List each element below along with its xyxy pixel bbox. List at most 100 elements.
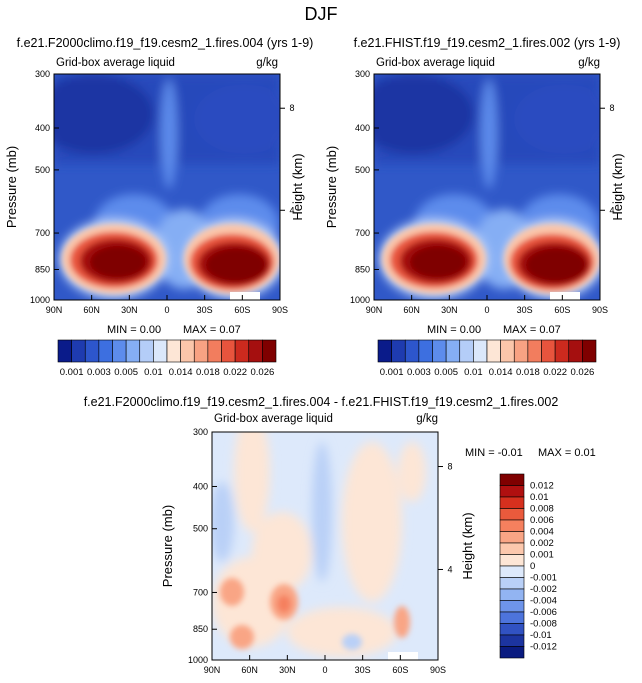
colorbar-swatch bbox=[248, 339, 263, 363]
min-label: MIN = 0.00 bbox=[107, 324, 161, 336]
colorbar-swatch bbox=[459, 339, 474, 363]
y-tick-label: 1000 bbox=[188, 655, 208, 665]
y-tick-label: 700 bbox=[35, 228, 50, 238]
colorbar-label: 0.003 bbox=[407, 367, 431, 378]
y-tick-label: 400 bbox=[355, 123, 370, 133]
plot-field bbox=[211, 431, 439, 661]
y-axis-label-right: Height (km) bbox=[290, 153, 305, 220]
colorbar-swatch bbox=[568, 339, 583, 363]
max-label: MAX = 0.07 bbox=[503, 324, 561, 336]
x-tick-label: 90N bbox=[366, 305, 383, 315]
x-tick-label: 60N bbox=[83, 305, 100, 315]
x-tick-label: 60S bbox=[554, 305, 570, 315]
colorbar-label: 0.01 bbox=[530, 492, 549, 503]
colorbar-swatch bbox=[404, 339, 420, 363]
colorbar-swatch bbox=[582, 339, 597, 363]
colorbar-swatch bbox=[499, 565, 525, 578]
colorbar-label: 0.01 bbox=[144, 367, 163, 378]
colorbar-label: -0.002 bbox=[530, 584, 557, 595]
colorbar-label: 0.018 bbox=[516, 367, 540, 378]
y-tick-label: 1000 bbox=[30, 295, 50, 305]
page-title: DJF bbox=[305, 4, 338, 24]
x-tick-label: 30S bbox=[355, 665, 371, 675]
colorbar-swatch bbox=[391, 339, 406, 363]
colorbar-label: 0.003 bbox=[87, 367, 111, 378]
colorbar-swatch bbox=[125, 339, 141, 363]
colorbar-swatch bbox=[57, 339, 72, 363]
x-tick-label: 30N bbox=[121, 305, 138, 315]
colorbar-swatch bbox=[499, 611, 525, 624]
height-tick-label: 4 bbox=[609, 205, 614, 215]
panel-subtitle: Grid-box average liquid bbox=[376, 57, 495, 69]
colorbar-swatch bbox=[499, 600, 525, 613]
x-tick-label: 90S bbox=[430, 665, 446, 675]
panel-diff: f.e21.F2000climo.f19_f19.cesm2_1.fires.0… bbox=[84, 395, 596, 661]
colorbar-label: 0.001 bbox=[530, 550, 554, 561]
y-tick-label: 500 bbox=[193, 524, 208, 534]
y-tick-label: 300 bbox=[355, 69, 370, 79]
y-axis-label: Pressure (mb) bbox=[324, 146, 339, 228]
x-tick-label: 90N bbox=[204, 665, 221, 675]
panel-title: f.e21.FHIST.f19_f19.cesm2_1.fires.002 (y… bbox=[354, 36, 621, 50]
colorbar-swatch bbox=[473, 339, 488, 363]
x-tick-label: 30N bbox=[441, 305, 458, 315]
panel-subtitle: Grid-box average liquid bbox=[214, 413, 333, 425]
colorbar-swatch bbox=[499, 496, 525, 509]
colorbar-swatch bbox=[499, 473, 525, 486]
panel-right: f.e21.FHIST.f19_f19.cesm2_1.fires.002 (y… bbox=[324, 36, 625, 336]
x-tick-label: 30N bbox=[279, 665, 296, 675]
min-label: MIN = 0.00 bbox=[427, 324, 481, 336]
panel-subtitle: Grid-box average liquid bbox=[56, 57, 175, 69]
x-tick-label: 0 bbox=[322, 665, 327, 675]
y-tick-label: 500 bbox=[355, 165, 370, 175]
x-tick-label: 0 bbox=[164, 305, 169, 315]
colorbar-swatch bbox=[499, 542, 525, 555]
colorbar-label: 0.005 bbox=[114, 367, 138, 378]
colorbar-swatch bbox=[513, 339, 529, 363]
colorbar-swatch bbox=[499, 508, 525, 521]
panel-title: f.e21.F2000climo.f19_f19.cesm2_1.fires.0… bbox=[84, 395, 559, 409]
colorbar-swatch bbox=[112, 339, 127, 363]
colorbar-label: 0.001 bbox=[380, 367, 404, 378]
y-tick-label: 300 bbox=[35, 69, 50, 79]
colorbar-label: 0.022 bbox=[543, 367, 567, 378]
y-tick-label: 300 bbox=[193, 427, 208, 437]
colorbar-swatch bbox=[500, 339, 515, 363]
height-tick-label: 8 bbox=[447, 462, 452, 472]
colorbar-label: 0.001 bbox=[60, 367, 84, 378]
y-tick-label: 400 bbox=[193, 481, 208, 491]
colorbar-swatch bbox=[166, 339, 181, 363]
y-tick-label: 400 bbox=[35, 123, 50, 133]
y-tick-label: 1000 bbox=[350, 295, 370, 305]
colorbar-swatch bbox=[499, 634, 525, 647]
x-tick-label: 60S bbox=[392, 665, 408, 675]
colorbar-label: -0.01 bbox=[530, 630, 552, 641]
colorbar-label: -0.012 bbox=[530, 642, 557, 653]
colorbar-label: 0.006 bbox=[530, 515, 554, 526]
colorbar-label: -0.004 bbox=[530, 596, 557, 607]
colorbar-label: 0.01 bbox=[464, 367, 483, 378]
colorbar-swatch bbox=[541, 339, 556, 363]
colorbar-swatch bbox=[262, 339, 277, 363]
colorbar-swatch bbox=[499, 588, 525, 601]
colorbar-swatch bbox=[71, 339, 86, 363]
height-tick-label: 8 bbox=[609, 103, 614, 113]
colorbar-label: 0.005 bbox=[434, 367, 458, 378]
height-tick-label: 4 bbox=[447, 564, 452, 574]
colorbar-label: 0.018 bbox=[196, 367, 220, 378]
y-axis-label: Pressure (mb) bbox=[160, 505, 175, 587]
y-axis-label-right: Height (km) bbox=[610, 153, 625, 220]
colorbar-label: -0.006 bbox=[530, 607, 557, 618]
plot-field bbox=[373, 73, 601, 301]
colorbar-swatch bbox=[221, 339, 236, 363]
colorbar-swatch bbox=[180, 339, 195, 363]
colorbar-swatch bbox=[139, 339, 154, 363]
y-axis-label: Pressure (mb) bbox=[4, 146, 19, 228]
panel-title: f.e21.F2000climo.f19_f19.cesm2_1.fires.0… bbox=[17, 36, 314, 50]
colorbar-swatch bbox=[207, 339, 222, 363]
colorbar-swatch bbox=[445, 339, 461, 363]
x-tick-label: 60N bbox=[403, 305, 420, 315]
panel-units: g/kg bbox=[256, 57, 278, 69]
colorbar-swatch bbox=[432, 339, 447, 363]
colorbar-label: 0.014 bbox=[489, 367, 513, 378]
